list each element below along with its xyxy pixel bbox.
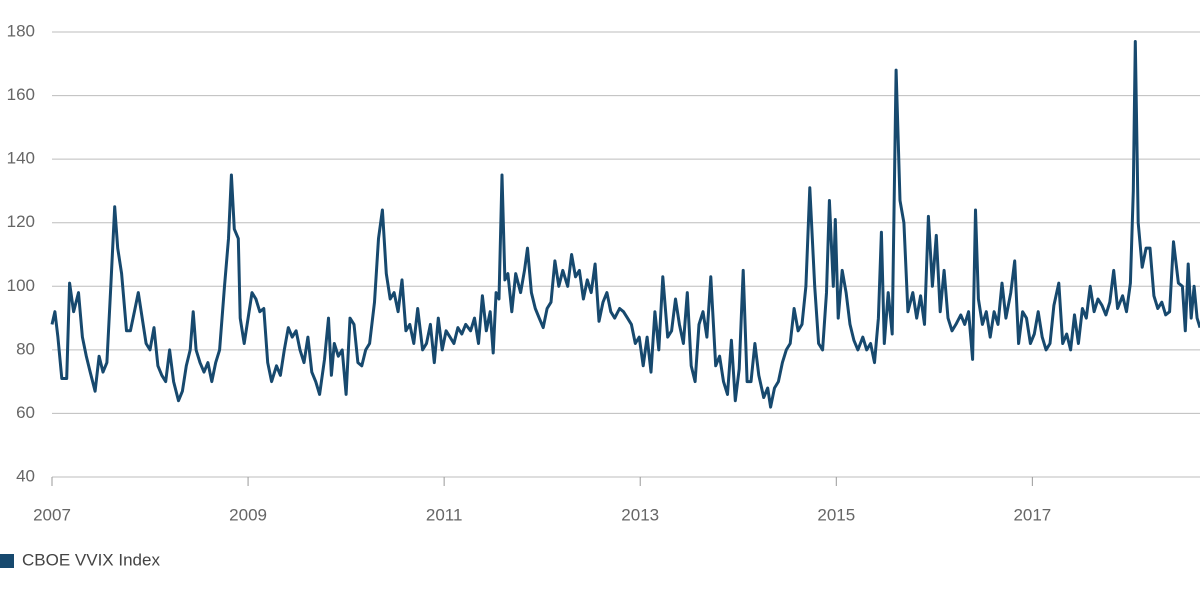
y-tick-label: 80 <box>16 339 35 358</box>
y-tick-label: 140 <box>7 149 35 168</box>
y-tick-label: 120 <box>7 212 35 231</box>
y-tick-label: 160 <box>7 85 35 104</box>
x-tick-label: 2013 <box>621 505 659 524</box>
y-tick-label: 100 <box>7 276 35 295</box>
x-tick-label: 2017 <box>1013 505 1051 524</box>
y-tick-label: 40 <box>16 466 35 485</box>
legend-swatch <box>0 554 14 568</box>
y-tick-label: 60 <box>16 403 35 422</box>
x-tick-label: 2011 <box>426 505 463 524</box>
series-line <box>50 40 1200 409</box>
x-tick-label: 2007 <box>33 505 71 524</box>
legend-label: CBOE VVIX Index <box>22 550 160 569</box>
x-tick-label: 2015 <box>817 505 855 524</box>
x-tick-label: 2009 <box>229 505 267 524</box>
y-tick-label: 180 <box>7 21 35 40</box>
